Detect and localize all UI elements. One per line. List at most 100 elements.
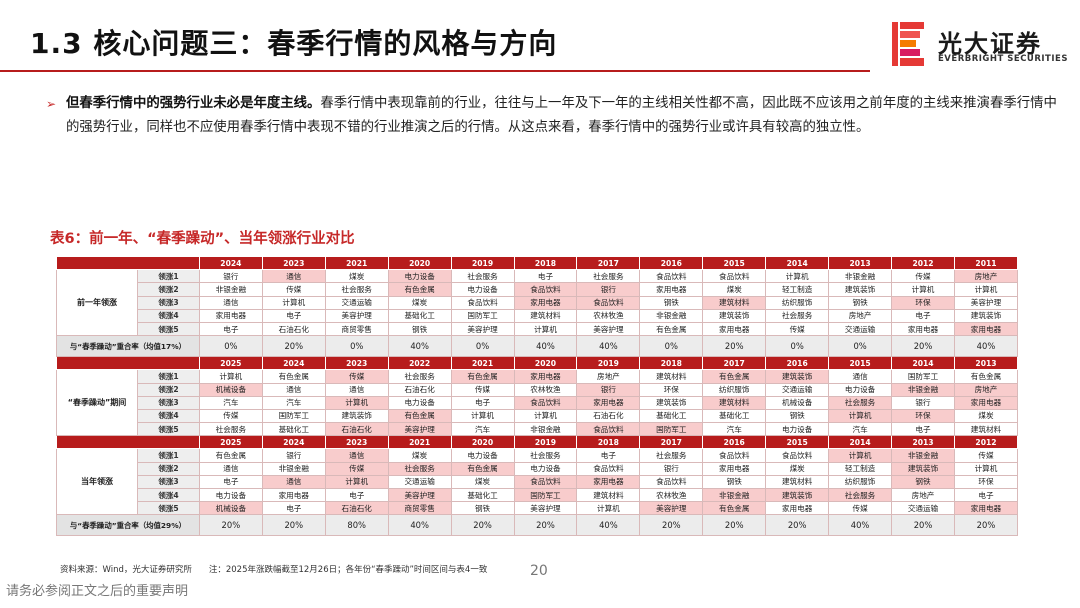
- industry-cell: 家用电器: [702, 461, 767, 476]
- year-header-row: 2025 2024 2023 2022 2021 2020 2019 2018 2017 2016…: [56, 356, 1019, 371]
- industry-cell-overlap: 银行: [576, 382, 641, 397]
- table-row: 领涨5 机械设备 电子 石油石化 商贸零售 钢铁 美容护理 计算机 美容护理 有色金属 家用电器 传媒…: [57, 501, 1019, 516]
- industry-cell: 交通运输: [387, 474, 452, 490]
- key-point: ➢ 但春季行情中的强势行业未必是年度主线。春季行情中表现靠前的行业，往往与上一年…: [46, 92, 1058, 140]
- industry-cell-overlap: 石油石化: [324, 422, 389, 437]
- year-header: 2013: [828, 255, 893, 271]
- industry-cell: 传媒: [891, 269, 955, 284]
- industry-cell-overlap: 房地产: [953, 382, 1019, 397]
- industry-cell-overlap: 建筑装饰: [891, 461, 955, 476]
- industry-cell: 房地产: [576, 369, 641, 384]
- industry-cell: 通信: [324, 382, 389, 397]
- industry-cell: 基础化工: [702, 408, 767, 424]
- industry-cell-overlap: 国防军工: [513, 487, 578, 503]
- table-row: 领涨2 通信 非银金融 传媒 社会服务 有色金属 电力设备 食品饮料 银行 家用电器 煤炭 轻工制造建…: [57, 461, 1019, 476]
- industry-cell: 银行: [261, 448, 326, 463]
- industry-cell-overlap: 环保: [891, 295, 955, 310]
- year-header: 2019: [576, 356, 641, 371]
- industry-cell: 钢铁: [639, 295, 704, 310]
- table-row: 领涨5 社会服务 基础化工 石油石化 美容护理 汽车 非银金融 食品饮料 国防军工 汽车 电力设备汽…: [57, 422, 1019, 437]
- industry-cell-overlap: 食品饮料: [513, 395, 578, 410]
- overlap-rate-value: 40%: [513, 335, 578, 358]
- table-row: 领涨4 电力设备 家用电器 电子 美容护理 基础化工 国防军工 建筑材料 农林牧渔 非银金融 建筑装…: [57, 487, 1019, 503]
- industry-cell: 家用电器: [702, 321, 767, 337]
- overlap-rate-value: 0%: [450, 335, 515, 358]
- industry-cell: 轻工制造: [765, 282, 830, 297]
- industry-cell: 电子: [324, 487, 389, 503]
- year-header: 2022: [387, 356, 452, 371]
- table-row: 领涨4 传媒 国防军工 建筑装饰 有色金属 计算机 计算机 石油石化 基础化工 基础化工 钢铁 计算机…: [57, 408, 1019, 424]
- rank-label: 领涨5: [137, 321, 200, 337]
- industry-cell: 建筑材料: [576, 487, 641, 503]
- industry-cell: 基础化工: [450, 487, 515, 503]
- industry-cell-overlap: 环保: [891, 408, 955, 424]
- overlap-rate-value: 20%: [198, 514, 263, 537]
- key-point-bold: 但春季行情中的强势行业未必是年度主线。: [66, 96, 321, 111]
- industry-cell: 轻工制造: [828, 461, 893, 476]
- overlap-rate-value: 0%: [639, 335, 704, 358]
- industry-cell: 汽车: [261, 395, 326, 410]
- industry-cell-overlap: 非银金融: [891, 448, 955, 463]
- industry-cell-overlap: 美容护理: [387, 422, 452, 437]
- industry-cell: 传媒: [198, 408, 263, 424]
- industry-cell: 传媒: [765, 321, 830, 337]
- industry-cell-overlap: 房地产: [953, 269, 1019, 284]
- industry-cell: 建筑装饰: [324, 408, 389, 424]
- industry-cell: 汽车: [198, 395, 263, 410]
- industry-cell: 房地产: [891, 487, 955, 503]
- year-header: 2016: [702, 435, 767, 450]
- industry-cell-overlap: 传媒: [324, 369, 389, 384]
- overlap-rate-value: 80%: [324, 514, 389, 537]
- rank-label: 领涨5: [137, 501, 200, 516]
- industry-cell: 非银金融: [513, 422, 578, 437]
- year-header: 2020: [387, 255, 452, 271]
- industry-cell-overlap: 家用电器: [576, 474, 641, 490]
- header-blank: [56, 255, 200, 271]
- industry-cell: 建筑装饰: [953, 308, 1019, 323]
- industry-cell-overlap: 有色金属: [702, 369, 767, 384]
- overlap-rate-value: 20%: [765, 514, 830, 537]
- industry-cell-overlap: 有色金属: [387, 282, 452, 297]
- overlap-rate-value: 40%: [576, 335, 641, 358]
- industry-cell: 交通运输: [828, 321, 893, 337]
- page-title: 1.3 核心问题三：春季行情的风格与方向: [30, 27, 558, 60]
- overlap-rate-value: 0%: [324, 335, 389, 358]
- industry-cell-overlap: 有色金属: [387, 408, 452, 424]
- industry-cell: 非银金融: [198, 282, 263, 297]
- industry-cell: 有色金属: [261, 369, 326, 384]
- industry-cell: 传媒: [261, 282, 326, 297]
- industry-cell: 电力设备: [513, 461, 578, 476]
- industry-cell-overlap: 电力设备: [387, 269, 452, 284]
- overlap-rate-value: 20%: [513, 514, 578, 537]
- industry-cell-overlap: 食品饮料: [513, 474, 578, 490]
- table-row: 领涨3 汽车 汽车 计算机 电力设备 电子 食品饮料 家用电器 建筑装饰 建筑材料 机械设备 社会服务…: [57, 395, 1019, 410]
- year-header: 2017: [702, 356, 767, 371]
- year-header: 2015: [828, 356, 893, 371]
- industry-cell: 计算机: [198, 369, 263, 384]
- industry-cell: 计算机: [576, 501, 641, 516]
- industry-cell: 电子: [891, 308, 955, 323]
- table-row: 领涨3 电子 通信 计算机 交通运输 煤炭 食品饮料 家用电器 食品饮料 钢铁 建筑材料 纺织服饰 钢铁…: [57, 474, 1019, 490]
- year-header-row: 2024 2023 2021 2020 2019 2018 2017 2016 2015 2014…: [56, 255, 1019, 271]
- industry-cell: 电子: [513, 269, 578, 284]
- industry-cell: 国防军工: [891, 369, 955, 384]
- industry-cell: 纺织服饰: [765, 295, 830, 310]
- section-label: “春季躁动”期间: [55, 369, 139, 437]
- industry-cell-overlap: 通信: [324, 448, 389, 463]
- logo-english-name: EVERBRIGHT SECURITIES: [938, 54, 1068, 64]
- industry-cell-overlap: 计算机: [828, 448, 893, 463]
- industry-cell: 传媒: [953, 448, 1019, 463]
- industry-cell: 银行: [198, 269, 263, 284]
- industry-cell: 汽车: [450, 422, 515, 437]
- overlap-rate-label: 与“春季躁动”重合率（均值29%）: [56, 514, 200, 537]
- source-note: 资料来源：Wind，光大证券研究所 注：2025年涨跌幅截至12月26日；各年份…: [60, 565, 488, 575]
- industry-cell: 煤炭: [387, 448, 452, 463]
- industry-cell: 电子: [450, 395, 515, 410]
- year-header: 2019: [450, 255, 515, 271]
- industry-cell: 社会服务: [450, 269, 515, 284]
- header-blank: [56, 435, 200, 450]
- industry-cell: 农林牧渔: [513, 382, 578, 397]
- industry-cell: 计算机: [891, 282, 955, 297]
- year-header: 2014: [765, 255, 830, 271]
- industry-cell: 传媒: [450, 382, 515, 397]
